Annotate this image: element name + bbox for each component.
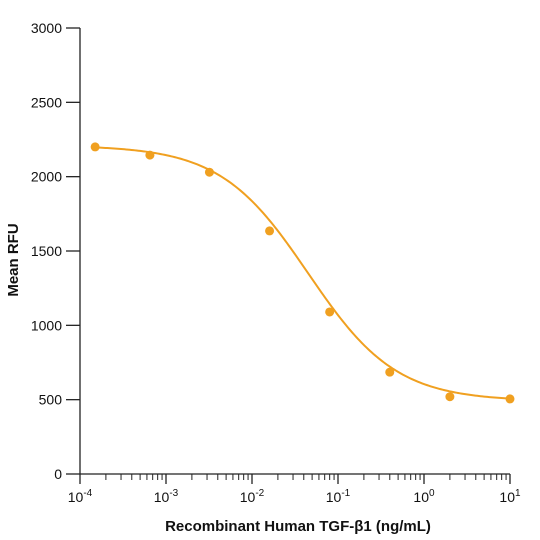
y-axis-title: Mean RFU (5, 223, 22, 296)
y-tick-label: 0 (54, 466, 62, 482)
fit-curve (95, 146, 511, 400)
x-tick-label: 10-3 (154, 488, 179, 505)
data-point (265, 226, 275, 236)
x-axis-title: Recombinant Human TGF-β1 (ng/mL) (165, 518, 431, 535)
data-point (325, 307, 335, 317)
y-tick-label: 2500 (31, 94, 62, 110)
y-tick-label: 3000 (31, 20, 62, 36)
data-point (204, 167, 214, 177)
data-point (445, 392, 455, 402)
x-tick-label: 101 (499, 488, 521, 505)
y-tick-label: 1500 (31, 243, 62, 259)
fit-curve-layer (95, 146, 511, 400)
data-point (385, 367, 395, 377)
x-tick-label: 100 (413, 488, 435, 505)
data-point (505, 394, 515, 404)
x-tick-label: 10-4 (68, 488, 93, 505)
y-tick-label: 1000 (31, 317, 62, 333)
x-tick-label: 10-2 (240, 488, 265, 505)
y-tick-label: 500 (39, 392, 63, 408)
y-tick-label: 2000 (31, 169, 62, 185)
axes: 0 500 1000 1500 2000 2500 3000 10-4 10-3 10-2 10-1… (31, 20, 521, 505)
data-point (90, 142, 100, 152)
data-points-layer (90, 142, 515, 404)
x-tick-label: 10-1 (326, 488, 351, 505)
data-point (145, 150, 155, 160)
